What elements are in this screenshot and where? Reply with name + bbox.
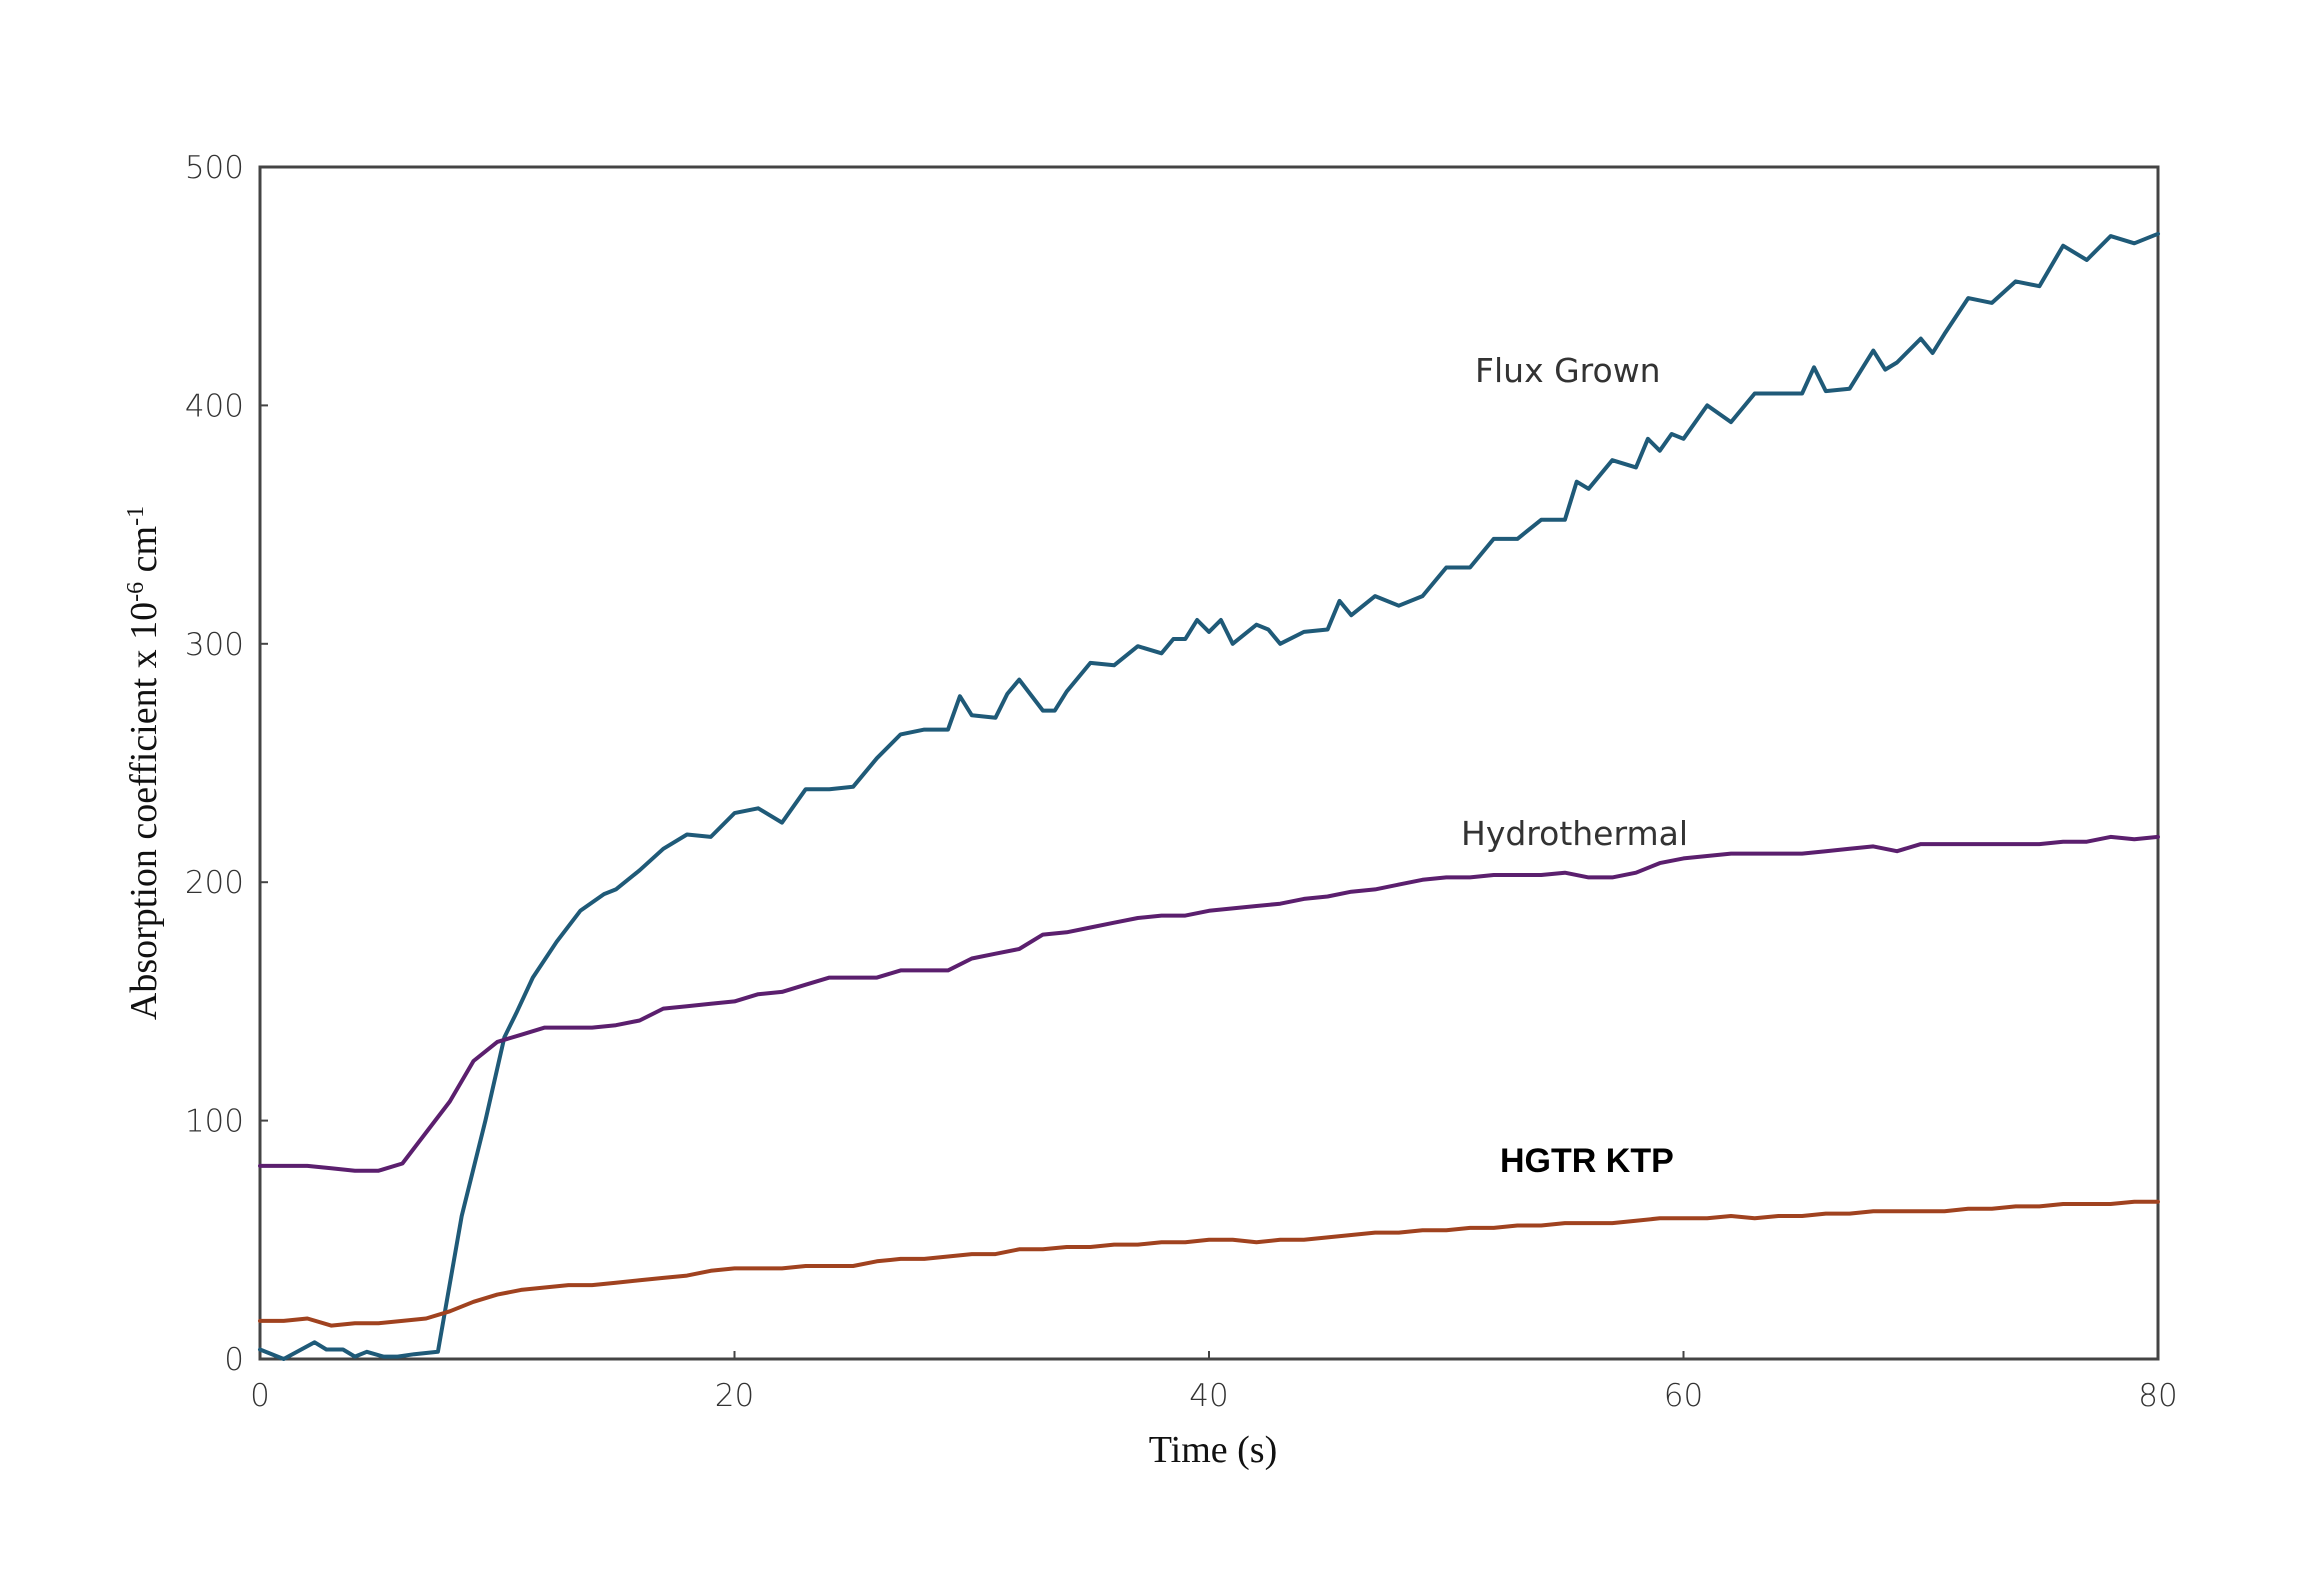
y-axis-title-exp: -6 [123, 582, 149, 602]
y-tick-label: 500 [185, 150, 244, 186]
series-layer [258, 231, 2160, 1361]
x-tick-label: 20 [715, 1378, 754, 1414]
y-axis-title: Absorption coefficient x 10-6 cm-1 [123, 506, 165, 1020]
y-axis-title-unit-exp: -1 [123, 506, 149, 526]
y-tick-label: 300 [185, 627, 244, 663]
x-axis-title: Time (s) [1149, 1429, 1277, 1471]
y-tick-label: 400 [185, 388, 244, 424]
series-label-hgtr-ktp: HGTR KTP [1500, 1142, 1674, 1180]
y-axis-title-unit: cm [123, 526, 165, 582]
y-tick-label: 0 [224, 1342, 244, 1378]
x-tick-label: 80 [2138, 1378, 2177, 1414]
series-line-hgtr-ktp [258, 1199, 2160, 1328]
x-tick-label: 0 [250, 1378, 270, 1414]
y-tick-label: 200 [185, 865, 244, 901]
series-label-flux-grown: Flux Grown [1475, 351, 1661, 390]
series-line-hydrothermal [258, 834, 2160, 1173]
series-label-hydrothermal: Hydrothermal [1461, 814, 1688, 853]
y-tick-label: 100 [185, 1104, 244, 1140]
y-axis-title-main: Absorption coefficient x 10 [123, 602, 165, 1020]
x-axis-ticks: 0 20 40 60 80 [250, 1351, 2178, 1414]
x-tick-label: 60 [1664, 1378, 1703, 1414]
plot-frame [258, 165, 2160, 1361]
x-tick-label: 40 [1189, 1378, 1228, 1414]
y-axis-ticks: 0 100 200 300 400 500 [185, 150, 268, 1378]
series-line-flux-grown [258, 231, 2160, 1361]
